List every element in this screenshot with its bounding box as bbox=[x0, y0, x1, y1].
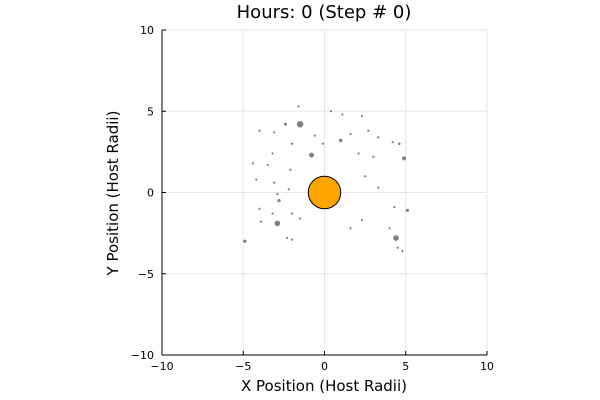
particle-point bbox=[393, 235, 399, 241]
particle-point bbox=[329, 110, 333, 113]
particle-point bbox=[405, 208, 409, 212]
particle-point bbox=[349, 132, 352, 136]
particle-point bbox=[296, 121, 304, 128]
particle-point bbox=[402, 156, 407, 161]
chart-title: Hours: 0 (Step # 0) bbox=[237, 2, 412, 23]
y-tick-label: −10 bbox=[131, 349, 154, 362]
x-tick-label: 10 bbox=[480, 360, 494, 373]
particle-point bbox=[290, 212, 294, 215]
particle-point bbox=[357, 152, 360, 155]
particle-point bbox=[388, 227, 391, 230]
particle-point bbox=[290, 142, 294, 145]
y-tick-label: 0 bbox=[147, 187, 154, 200]
x-tick-label: 5 bbox=[402, 360, 409, 373]
particle-point bbox=[259, 220, 263, 223]
particle-point bbox=[364, 175, 367, 178]
y-tick-label: 5 bbox=[147, 105, 154, 118]
particle-point bbox=[271, 212, 274, 215]
particle-point bbox=[372, 155, 375, 158]
particle-point bbox=[258, 207, 261, 210]
particle-point bbox=[313, 134, 316, 137]
particle-point bbox=[255, 178, 258, 181]
particle-point bbox=[284, 122, 287, 126]
particle-point bbox=[391, 141, 394, 144]
y-axis-label: Y Position (Host Radii) bbox=[104, 111, 122, 277]
particle-point bbox=[243, 239, 247, 243]
particle-point bbox=[377, 136, 380, 139]
host-body bbox=[307, 175, 342, 210]
particle-point bbox=[289, 168, 292, 171]
particle-point bbox=[360, 219, 363, 222]
particle-point bbox=[287, 188, 290, 191]
particle-point bbox=[360, 115, 363, 118]
particle-point bbox=[271, 152, 274, 155]
particle-point bbox=[321, 142, 325, 145]
particle-point bbox=[273, 181, 276, 184]
particle-point bbox=[286, 236, 289, 240]
x-tick-label: 0 bbox=[321, 360, 328, 373]
particle-point bbox=[401, 249, 404, 253]
particle-point bbox=[258, 129, 261, 132]
particle-point bbox=[277, 199, 281, 203]
particle-point bbox=[349, 227, 352, 230]
particle-point bbox=[299, 217, 302, 220]
particle-point bbox=[309, 152, 314, 158]
y-tick-label: 10 bbox=[140, 24, 154, 37]
particle-point bbox=[377, 186, 380, 189]
particle-point bbox=[266, 163, 269, 166]
particle-point bbox=[273, 131, 276, 134]
particle-point bbox=[290, 238, 294, 241]
particle-point bbox=[338, 138, 343, 143]
x-tick-label: −10 bbox=[150, 360, 173, 373]
particle-point bbox=[393, 206, 396, 209]
x-tick-label: −5 bbox=[235, 360, 251, 373]
particle-point bbox=[396, 246, 399, 249]
particle-point bbox=[274, 220, 281, 227]
ticks-layer: −10 −5 0 5 10 −10 −5 0 5 10 bbox=[131, 24, 494, 373]
y-tick-label: −5 bbox=[138, 268, 154, 281]
particle-point bbox=[251, 162, 255, 165]
particle-point bbox=[276, 193, 279, 196]
x-axis-label: X Position (Host Radii) bbox=[241, 377, 407, 395]
particle-point bbox=[297, 105, 300, 108]
particle-point bbox=[367, 129, 370, 132]
particle-point bbox=[341, 113, 344, 116]
data-layer bbox=[243, 105, 409, 253]
particle-point bbox=[397, 142, 401, 146]
